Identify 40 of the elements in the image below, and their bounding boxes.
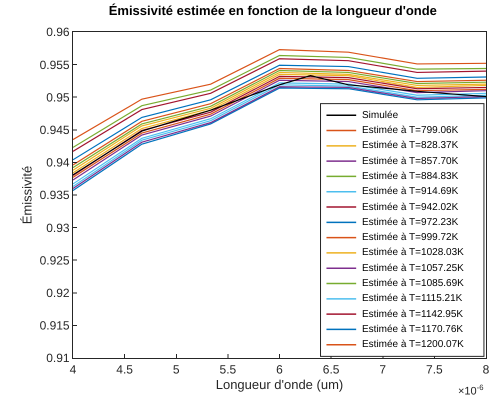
y-tick-label: 0.95 — [46, 90, 70, 104]
y-tick-label: 0.935 — [40, 188, 70, 202]
legend-label: Estimée à T=972.23K — [362, 217, 459, 228]
y-axis-title: Émissivité — [20, 166, 35, 224]
x-tick-label: 7.5 — [426, 362, 444, 376]
x-tick-label: 4.5 — [116, 362, 134, 376]
x-tick-label: 8 — [482, 362, 490, 376]
y-tick-label: 0.94 — [46, 156, 70, 170]
legend-label: Estimée à T=799.06K — [362, 125, 459, 136]
legend-label: Estimée à T=1200.07K — [362, 339, 464, 350]
y-tick-label: 0.955 — [40, 58, 70, 72]
text: ×10$^{-6}$ — [458, 383, 484, 398]
legend-label: Estimée à T=1115.21K — [362, 293, 463, 304]
legend-label: Estimée à T=1170.76K — [362, 324, 464, 335]
legend-label: Estimée à T=828.37K — [362, 140, 459, 151]
x-tick-label: 7 — [379, 362, 386, 376]
x-axis-title: Longueur d'onde (um) — [216, 377, 344, 392]
x-tick-label: 4 — [70, 362, 77, 376]
x-tick-label: 5 — [172, 362, 180, 376]
legend-label: Estimée à T=1085.69K — [362, 278, 464, 289]
x-tick-label: 6.5 — [322, 362, 340, 376]
y-tick-label: 0.96 — [46, 25, 70, 40]
legend-label: Estimée à T=857.70K — [362, 156, 459, 167]
legend-label: Estimée à T=1057.25K — [362, 263, 464, 274]
legend-label: Estimée à T=1028.03K — [362, 247, 464, 258]
y-tick-label: 0.93 — [46, 220, 70, 235]
legend-label: Estimée à T=999.72K — [362, 232, 459, 243]
y-tick-label: 0.92 — [46, 286, 70, 300]
y-tick-label: 0.925 — [40, 253, 70, 268]
legend-label: Estimée à T=884.83K — [362, 171, 459, 182]
legend-label: Estimée à T=914.69K — [362, 186, 459, 197]
x-tick-label: 5.5 — [220, 362, 237, 376]
y-tick-label: 0.91 — [46, 351, 70, 366]
legend-label: Simulée — [362, 110, 399, 121]
chart-title: Émissivité estimée en fonction de la longueur d'onde — [108, 3, 437, 18]
x-tick-label: 6 — [276, 362, 284, 376]
y-tick-label: 0.915 — [40, 318, 70, 333]
y-tick-label: 0.945 — [40, 123, 70, 137]
legend-label: Estimée à T=1142.95K — [362, 309, 464, 320]
legend-label: Estimée à T=942.02K — [362, 202, 459, 213]
